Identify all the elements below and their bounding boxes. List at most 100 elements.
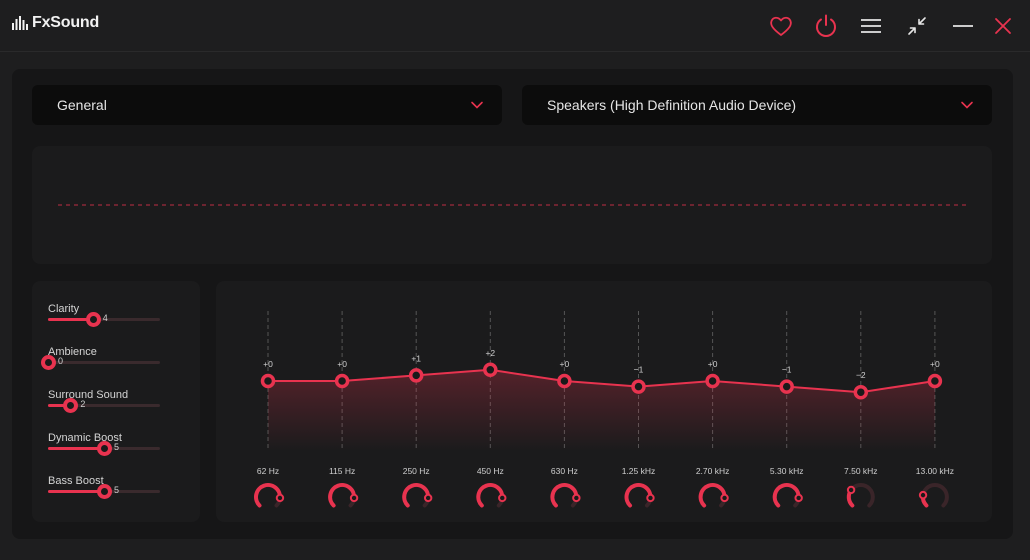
effect-label: Bass Boost	[48, 475, 104, 487]
chevron-down-icon	[961, 101, 973, 109]
slider-knob[interactable]	[63, 398, 79, 413]
effect-bass-boost: Bass Boost 5	[48, 475, 188, 515]
eq-frequency-label: 5.30 kHz	[770, 466, 804, 476]
eq-gain-handle[interactable]	[557, 373, 572, 389]
preset-dropdown[interactable]: General	[32, 85, 502, 125]
effect-slider[interactable]	[48, 484, 160, 499]
eq-gain-handle[interactable]	[779, 379, 794, 394]
effect-surround-sound: Surround Sound 2	[48, 389, 188, 429]
knob-value-arc	[402, 483, 431, 508]
effect-label: Dynamic Boost	[48, 432, 122, 444]
frequency-knob[interactable]	[794, 493, 803, 503]
eq-band: +0 62 Hz	[254, 359, 285, 508]
eq-band: +2 450 Hz	[476, 348, 507, 508]
close-icon[interactable]	[987, 10, 1019, 42]
eq-gain-label: −1	[782, 365, 792, 375]
menu-icon[interactable]	[855, 10, 887, 42]
eq-frequency-label: 250 Hz	[403, 466, 430, 476]
eq-gain-handle[interactable]	[334, 373, 350, 389]
effect-clarity: Clarity 4	[48, 303, 188, 343]
effect-slider[interactable]	[48, 398, 160, 413]
eq-gain-label: +2	[485, 348, 495, 358]
eq-band: −1 5.30 kHz	[770, 365, 804, 508]
effect-label: Surround Sound	[48, 389, 129, 401]
eq-band: +0 115 Hz	[328, 359, 359, 508]
eq-band: +0 2.70 kHz	[696, 359, 729, 508]
eq-gain-label: +1	[411, 353, 421, 363]
power-icon[interactable]	[810, 10, 842, 42]
effect-slider[interactable]	[41, 355, 160, 370]
knob-value-arc	[328, 483, 357, 508]
logo-bars-icon	[12, 16, 28, 30]
effect-ambience: Ambience 0	[41, 346, 188, 386]
knob-value-arc	[772, 483, 801, 508]
output-device-dropdown[interactable]: Speakers (High Definition Audio Device)	[522, 85, 992, 125]
eq-frequency-label: 13.00 kHz	[916, 466, 954, 476]
knob-value-arc	[624, 483, 653, 508]
equalizer-panel: +0 62 Hz +0 115 Hz +1 250 Hz +2 450 Hz +0 630 Hz −…	[216, 281, 992, 522]
slider-knob[interactable]	[41, 355, 56, 370]
effect-value: 5	[114, 442, 120, 452]
effect-dynamic-boost: Dynamic Boost 5	[48, 432, 188, 472]
slider-knob[interactable]	[85, 312, 101, 327]
effect-value: 0	[58, 356, 64, 366]
eq-curve-line	[268, 368, 936, 394]
frequency-knob[interactable]	[918, 490, 928, 500]
preset-selected: General	[57, 97, 107, 113]
frequency-knob[interactable]	[275, 493, 285, 503]
frequency-knob[interactable]	[349, 493, 359, 503]
eq-gain-label: +0	[263, 359, 273, 369]
main-panel: General Speakers (High Definition Audio …	[12, 69, 1013, 539]
eq-gain-handle[interactable]	[927, 373, 943, 389]
frequency-knob[interactable]	[423, 493, 433, 503]
minimize-icon[interactable]	[947, 10, 979, 42]
eq-gain-handle[interactable]	[260, 373, 276, 389]
eq-gain-label: −2	[856, 370, 866, 380]
equalizer-chart: +0 62 Hz +0 115 Hz +1 250 Hz +2 450 Hz +0 630 Hz −…	[254, 311, 954, 508]
eq-frequency-label: 62 Hz	[257, 466, 279, 476]
frequency-knob[interactable]	[646, 493, 655, 503]
eq-gain-label: +0	[708, 359, 718, 369]
title-bar: FxSound	[0, 0, 1030, 52]
slider-knob[interactable]	[97, 484, 112, 499]
output-device-selected: Speakers (High Definition Audio Device)	[547, 97, 797, 113]
heart-icon[interactable]	[765, 10, 797, 42]
eq-gain-handle[interactable]	[408, 368, 424, 383]
slider-fill	[48, 490, 104, 493]
effects-panel: Clarity 4 Ambience 0 Surround Sound 2 Dynamic …	[32, 281, 200, 522]
slider-knob[interactable]	[97, 441, 112, 456]
eq-gain-handle[interactable]	[631, 379, 646, 394]
app-name: FxSound	[32, 14, 100, 31]
spectrum-visualizer	[32, 146, 992, 264]
effect-value: 5	[114, 485, 120, 495]
eq-frequency-label: 1.25 kHz	[622, 466, 656, 476]
knob-value-arc	[254, 483, 282, 508]
effect-slider[interactable]	[48, 441, 160, 456]
eq-gain-handle[interactable]	[705, 373, 720, 389]
minimize-view-icon[interactable]	[901, 10, 933, 42]
chevron-down-icon	[471, 101, 483, 109]
eq-gain-label: +0	[560, 359, 570, 369]
effect-value: 4	[102, 313, 108, 323]
slider-fill	[48, 404, 71, 407]
app-logo: FxSound	[12, 14, 99, 32]
frequency-knob[interactable]	[498, 493, 507, 503]
frequency-knob[interactable]	[720, 493, 729, 503]
eq-band: +0 13.00 kHz	[916, 359, 954, 508]
knob-value-arc	[550, 483, 579, 508]
eq-gain-handle[interactable]	[853, 384, 869, 400]
eq-gain-handle[interactable]	[483, 362, 498, 378]
effect-label: Clarity	[48, 303, 80, 315]
eq-frequency-label: 7.50 kHz	[844, 466, 878, 476]
eq-band: −1 1.25 kHz	[622, 365, 656, 508]
eq-gain-label: −1	[634, 365, 644, 375]
effect-value: 2	[80, 399, 86, 409]
frequency-knob[interactable]	[846, 485, 856, 495]
knob-value-arc	[476, 483, 505, 508]
effect-slider[interactable]	[48, 312, 160, 327]
eq-band: +1 250 Hz	[402, 353, 433, 508]
slider-fill	[48, 447, 104, 450]
slider-fill	[48, 318, 93, 321]
frequency-knob[interactable]	[572, 493, 581, 503]
eq-band: +0 630 Hz	[550, 359, 581, 508]
